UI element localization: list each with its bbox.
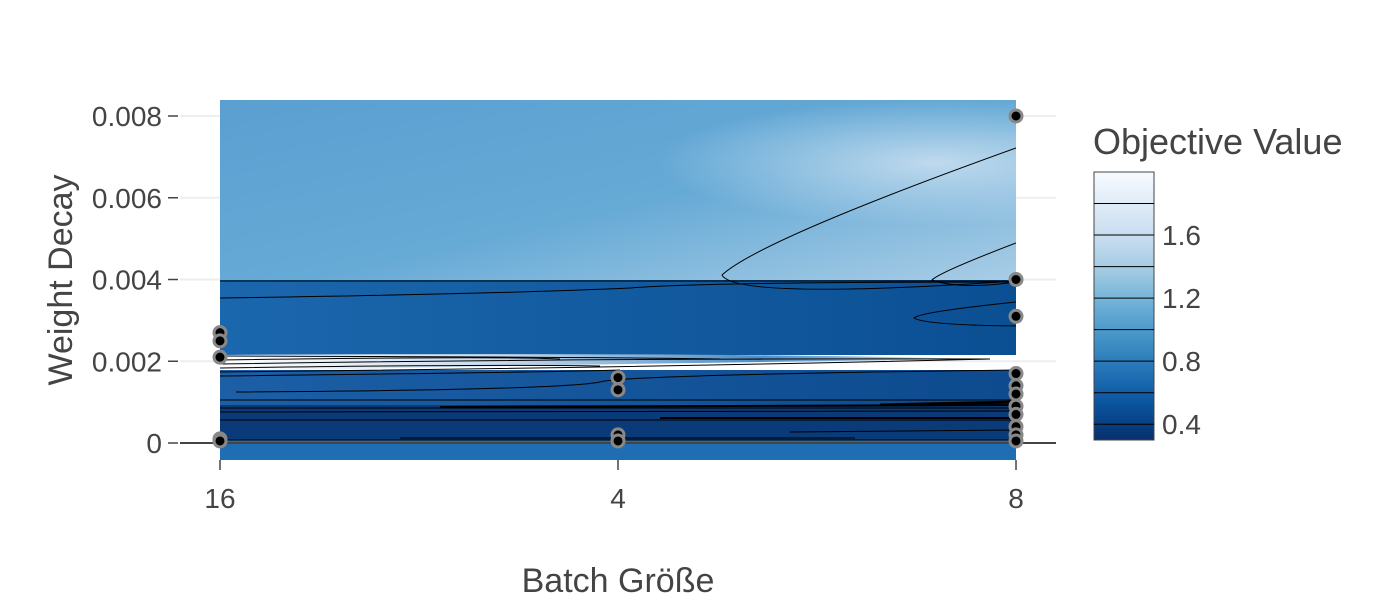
x-axis-title: Batch Größe xyxy=(522,562,715,600)
contour-line xyxy=(913,301,1016,327)
trial-points xyxy=(212,108,1024,449)
trial-point xyxy=(212,333,228,349)
colorbar-tick-label: 0.4 xyxy=(1162,409,1201,440)
contour-line xyxy=(220,355,721,360)
bottom-fill-region xyxy=(220,440,1016,460)
contour-lines xyxy=(220,147,1016,441)
y-tick-label: 0 xyxy=(146,428,162,459)
contour-line xyxy=(235,369,1016,393)
contour-line xyxy=(220,281,1016,299)
trial-point xyxy=(1008,308,1024,324)
contour-line xyxy=(220,410,1016,413)
trial-point xyxy=(1008,272,1024,287)
x-tick-label: 16 xyxy=(204,483,235,514)
contour-line xyxy=(220,358,991,373)
trial-point xyxy=(1008,108,1024,124)
trial-point xyxy=(212,349,228,365)
contour-line xyxy=(220,369,621,377)
axes: 0 0.002 0.004 0.006 0.008 16 4 8 xyxy=(92,101,1056,514)
trial-point xyxy=(1008,406,1024,422)
y-tick-label: 0.006 xyxy=(92,183,162,214)
trial-point xyxy=(610,370,626,386)
trial-point xyxy=(1008,433,1024,449)
y-tick-label: 0.008 xyxy=(92,101,162,132)
trial-point xyxy=(212,433,228,449)
trial-point xyxy=(610,433,626,449)
colorbar-tick-label: 1.6 xyxy=(1162,220,1201,251)
contour-line xyxy=(220,357,561,361)
middle-fill-region xyxy=(220,280,1016,355)
y-tick-label: 0.004 xyxy=(92,265,162,296)
contour-line xyxy=(879,400,1016,407)
y-tick-label: 0.002 xyxy=(92,346,162,377)
contour-line xyxy=(931,242,1016,287)
contour-line xyxy=(220,364,601,369)
colorbar-scale xyxy=(1093,171,1155,441)
contour-line xyxy=(789,429,1016,433)
colorbar-tick-label: 0.8 xyxy=(1162,346,1201,377)
x-tick-label: 4 xyxy=(610,483,626,514)
colorbar-tick-label: 1.2 xyxy=(1162,283,1201,314)
colorbar: Objective Value 0.4 0.8 1.2 1.6 xyxy=(1093,121,1342,441)
colorbar-ticks: 0.4 0.8 1.2 1.6 xyxy=(1162,220,1201,440)
contour-line xyxy=(721,147,1016,290)
x-tick-label: 8 xyxy=(1008,483,1024,514)
colorbar-level-lines xyxy=(1094,203,1154,425)
highlight-fill-region xyxy=(220,100,1016,280)
trial-point xyxy=(1008,366,1024,382)
y-axis-title: Weight Decay xyxy=(42,174,80,385)
trial-point xyxy=(610,382,626,398)
colorbar-title: Objective Value xyxy=(1093,121,1342,162)
trial-point xyxy=(1008,386,1024,402)
